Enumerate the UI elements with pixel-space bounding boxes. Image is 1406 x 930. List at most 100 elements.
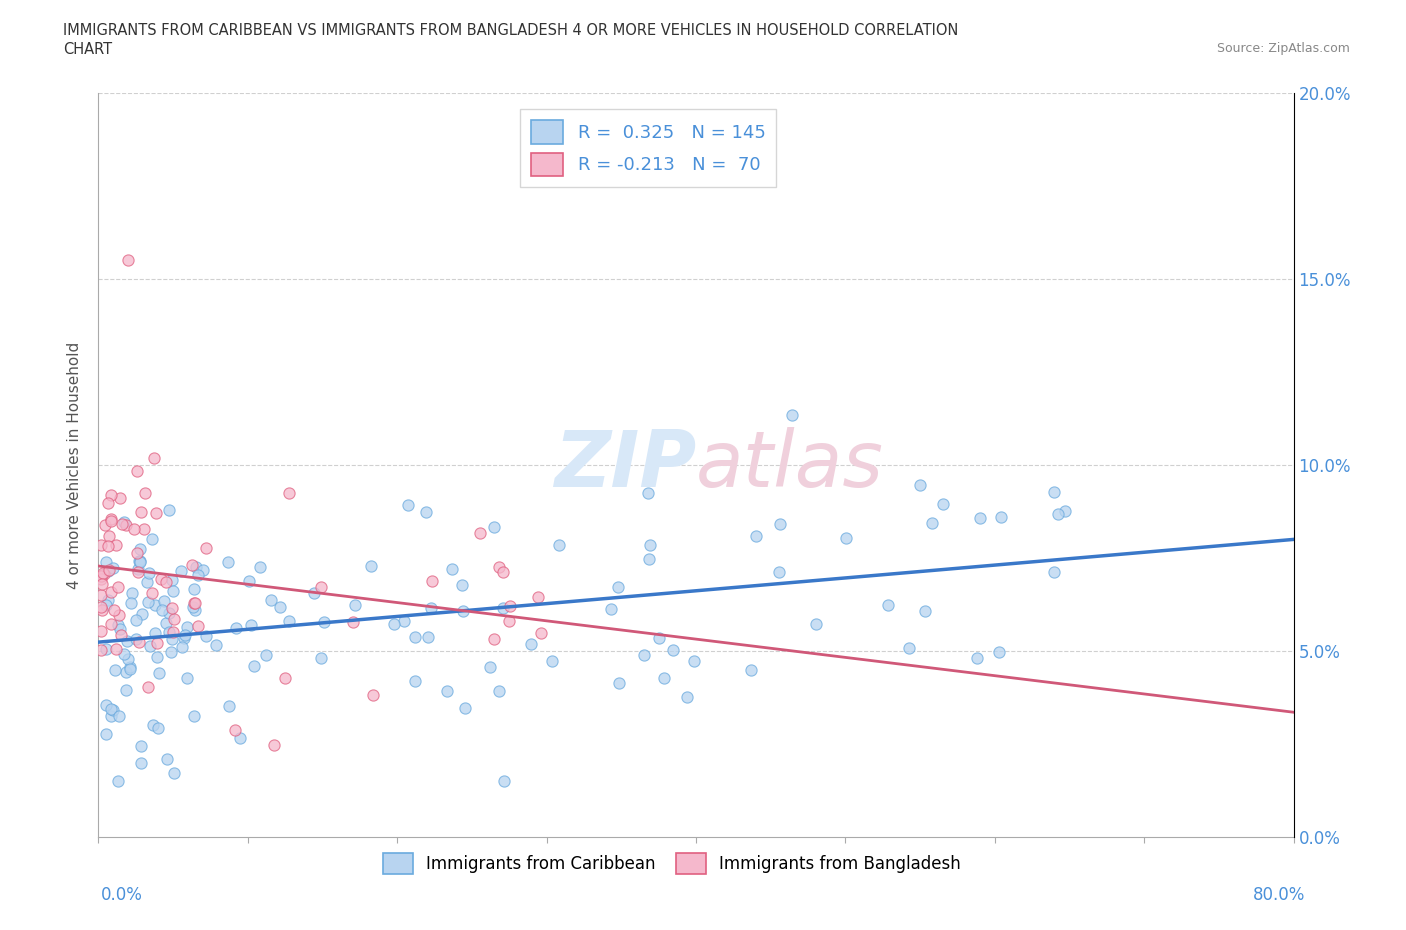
Point [418, 630, 440, 644]
Point [94, 554, 117, 569]
Point [1047, 506, 1070, 521]
Point [415, 504, 437, 519]
Point [988, 644, 1011, 659]
Point [263, 737, 285, 752]
Point [104, 538, 127, 552]
Point [125, 613, 148, 628]
Point [107, 579, 129, 594]
Point [240, 618, 263, 632]
Point [404, 630, 426, 644]
Point [914, 604, 936, 618]
Point [361, 687, 384, 702]
Point [498, 613, 520, 628]
Legend: Immigrants from Caribbean, Immigrants from Bangladesh: Immigrants from Caribbean, Immigrants fr… [377, 846, 967, 881]
Point [184, 596, 207, 611]
Point [479, 659, 502, 674]
Point [91, 602, 114, 617]
Point [101, 561, 124, 576]
Point [129, 504, 152, 519]
Point [94, 597, 117, 612]
Point [100, 512, 122, 526]
Point [142, 718, 165, 733]
Point [157, 625, 180, 640]
Point [396, 498, 419, 512]
Point [141, 531, 163, 546]
Point [114, 665, 136, 680]
Point [249, 560, 271, 575]
Point [97, 562, 120, 577]
Point [112, 514, 135, 529]
Point [835, 530, 858, 545]
Point [138, 565, 160, 580]
Point [97, 564, 120, 578]
Point [103, 702, 125, 717]
Point [129, 756, 152, 771]
Point [180, 558, 202, 573]
Point [124, 631, 146, 646]
Point [451, 604, 474, 618]
Point [97, 592, 120, 607]
Point [127, 545, 149, 560]
Point [115, 683, 138, 698]
Point [675, 690, 697, 705]
Point [492, 601, 515, 616]
Point [484, 520, 506, 535]
Point [97, 496, 120, 511]
Text: 0.0%: 0.0% [101, 886, 143, 904]
Point [100, 709, 122, 724]
Point [450, 578, 472, 592]
Point [90, 623, 112, 638]
Point [146, 649, 169, 664]
Point [136, 594, 159, 609]
Point [184, 559, 207, 574]
Point [97, 528, 120, 543]
Point [107, 618, 129, 632]
Point [155, 575, 177, 590]
Point [187, 568, 209, 583]
Point [104, 642, 127, 657]
Point [768, 565, 790, 579]
Point [436, 684, 458, 698]
Point [115, 633, 138, 648]
Point [156, 751, 179, 766]
Point [876, 597, 898, 612]
Point [100, 487, 122, 502]
Point [129, 553, 152, 568]
Point [173, 631, 195, 645]
Point [269, 600, 291, 615]
Point [108, 491, 131, 506]
Point [183, 603, 205, 618]
Point [172, 639, 194, 654]
Point [191, 563, 214, 578]
Point [93, 566, 115, 581]
Point [112, 646, 135, 661]
Point [97, 538, 120, 553]
Point [148, 721, 170, 736]
Point [103, 603, 125, 618]
Point [527, 590, 550, 604]
Point [90, 588, 112, 603]
Text: 80.0%: 80.0% [1253, 886, 1305, 904]
Point [118, 659, 141, 674]
Point [966, 650, 988, 665]
Point [183, 599, 205, 614]
Point [897, 641, 920, 656]
Point [122, 522, 145, 537]
Point [143, 598, 166, 613]
Point [302, 586, 325, 601]
Point [149, 571, 172, 586]
Point [100, 617, 122, 631]
Point [146, 635, 169, 650]
Point [91, 565, 114, 580]
Point [157, 502, 180, 517]
Point [153, 594, 176, 609]
Point [127, 565, 149, 579]
Point [600, 602, 623, 617]
Point [218, 698, 240, 713]
Point [547, 538, 569, 553]
Point [343, 597, 366, 612]
Point [94, 726, 117, 741]
Point [440, 562, 463, 577]
Point [910, 478, 932, 493]
Point [194, 540, 217, 555]
